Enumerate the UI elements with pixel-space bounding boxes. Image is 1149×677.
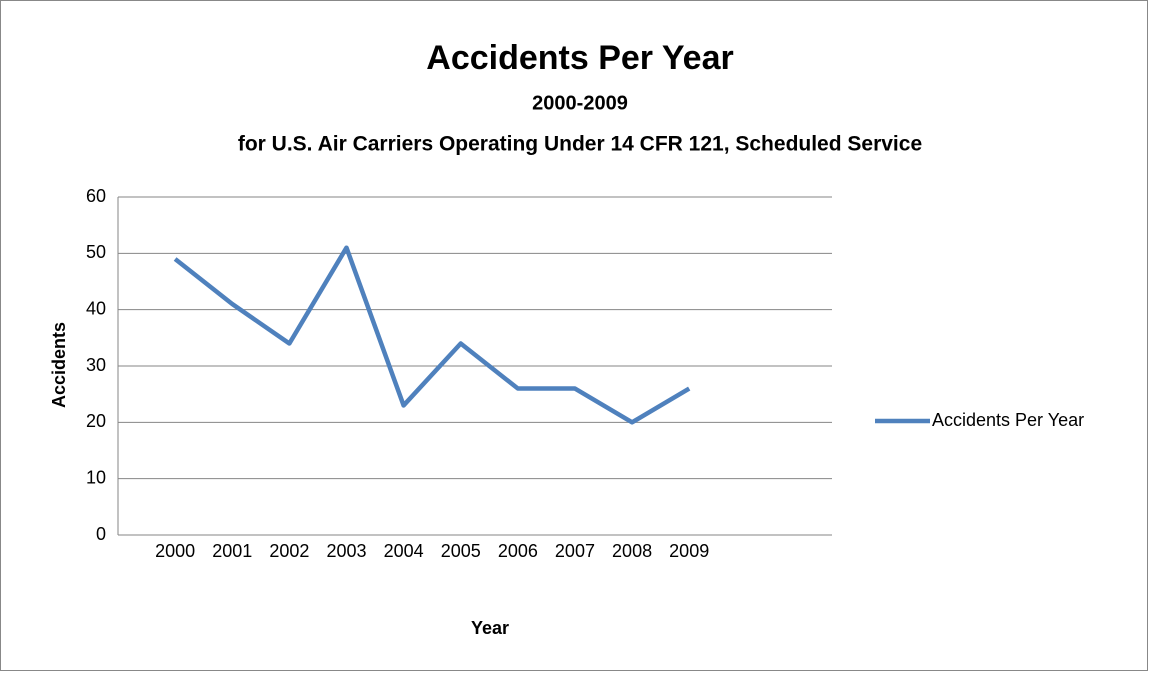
x-tick-label: 2009: [669, 541, 709, 561]
x-tick-label: 2007: [555, 541, 595, 561]
chart-subtitle: 2000-2009: [532, 92, 628, 114]
y-axis-label: Accidents: [49, 322, 69, 408]
x-tick-label: 2002: [269, 541, 309, 561]
legend-label: Accidents Per Year: [932, 410, 1084, 430]
y-tick-label: 40: [86, 298, 106, 318]
data-line: [173, 245, 691, 425]
y-tick-label: 20: [86, 411, 106, 431]
y-tick-label: 0: [96, 524, 106, 544]
y-tick-label: 30: [86, 355, 106, 375]
x-tick-label: 2001: [212, 541, 252, 561]
x-tick-label: 2006: [498, 541, 538, 561]
x-tick-label: 2005: [441, 541, 481, 561]
chart-title: Accidents Per Year: [426, 39, 733, 77]
x-tick-label: 2008: [612, 541, 652, 561]
chart-subtitle: for U.S. Air Carriers Operating Under 14…: [238, 133, 922, 156]
y-tick-label: 10: [86, 467, 106, 487]
x-tick-label: 2000: [155, 541, 195, 561]
x-axis-label: Year: [471, 618, 509, 638]
x-tick-label: 2004: [384, 541, 424, 561]
x-tick-label: 2003: [326, 541, 366, 561]
y-tick-label: 60: [86, 186, 106, 206]
y-tick-label: 50: [86, 242, 106, 262]
